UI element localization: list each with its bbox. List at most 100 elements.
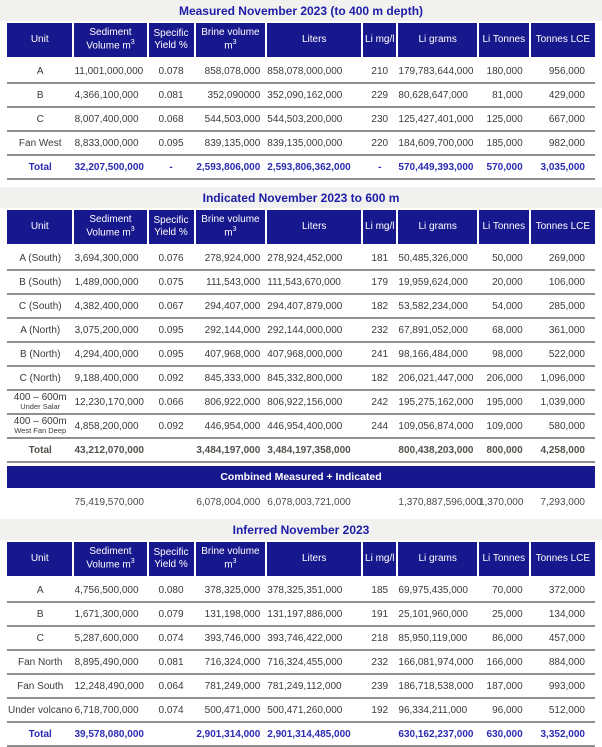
table-cell: 32,207,500,000 xyxy=(73,155,148,180)
table-cell: 0.095 xyxy=(147,342,195,367)
table-cell: 4,382,400,000 xyxy=(73,294,148,319)
col-header-li-tonnes: Li Tonnes xyxy=(476,23,530,60)
table-cell: 956,000 xyxy=(529,58,595,84)
table-row: Fan South 12,248,490,000 0.064 781,249,000 7… xyxy=(7,674,595,699)
col-header-li-tonnes: Li Tonnes xyxy=(476,210,530,247)
header-row: Unit Sediment Volume m3 Specific Yield % B… xyxy=(7,23,595,60)
table-cell: 179,783,644,000 xyxy=(397,58,478,84)
table-cell: Fan North xyxy=(7,650,74,675)
table-cell: 839,135,000,000 xyxy=(266,131,363,156)
table-cell: 544,503,200,000 xyxy=(266,107,363,132)
table-cell: B xyxy=(7,602,74,627)
table-cell: 0.081 xyxy=(147,83,195,108)
header-row: Unit Sediment Volume m3 Specific Yield % B… xyxy=(7,210,595,247)
table-cell: 125,427,401,000 xyxy=(397,107,478,132)
table-cell: 1,671,300,000 xyxy=(73,602,148,627)
table-cell: 8,833,000,000 xyxy=(73,131,148,156)
table-cell: 4,858,200,000 xyxy=(73,414,148,439)
table-cell: 0.066 xyxy=(147,390,195,415)
table-cell: 278,924,000 xyxy=(194,245,267,271)
col-header-tonnes-lce: Tonnes LCE xyxy=(528,542,595,579)
table-cell: 400 – 600m West Fan Deep xyxy=(7,414,74,439)
table-cell: 50,485,326,000 xyxy=(397,245,478,271)
table-row: Total 43,212,070,000 3,484,197,000 3,484,19… xyxy=(7,438,595,463)
table-cell: 218 xyxy=(362,626,398,651)
table-cell: 292,144,000,000 xyxy=(266,318,363,343)
table-cell: 0.092 xyxy=(147,366,195,391)
table-cell: 294,407,000 xyxy=(194,294,267,319)
table-cell: 0.068 xyxy=(147,107,195,132)
table-cell: A xyxy=(7,58,74,84)
measured-table: Unit Sediment Volume m3 Specific Yield % B… xyxy=(7,23,595,180)
table-row: Fan West 8,833,000,000 0.095 839,135,000 839… xyxy=(7,131,595,156)
table-cell: 230 xyxy=(362,107,398,132)
combined-table: 75,419,570,000 6,078,004,000 6,078,003,721… xyxy=(7,488,595,516)
col-header-specific-yield: Specific Yield % xyxy=(146,542,195,579)
table-cell: 7,293,000 xyxy=(540,496,586,508)
table-cell: C (North) xyxy=(7,366,74,391)
table-cell: 184,609,700,000 xyxy=(397,131,478,156)
col-header-specific-yield: Specific Yield % xyxy=(146,210,195,247)
table-cell: 220 xyxy=(362,131,398,156)
table-cell: 242 xyxy=(362,390,398,415)
table-cell: 982,000 xyxy=(529,131,595,156)
table-cell: 6,078,004,000 xyxy=(196,496,261,508)
table-cell: 131,198,000 xyxy=(194,602,267,627)
table-cell xyxy=(148,488,195,516)
unit-sub-label: Under Salar xyxy=(20,402,61,412)
col-header-brine-volume: Brine volume m3 xyxy=(193,210,267,247)
table-cell: 25,101,960,000 xyxy=(397,602,478,627)
table-cell: 0.078 xyxy=(147,58,195,84)
table-cell: 1,039,000 xyxy=(529,390,595,415)
col-header-liters: Liters xyxy=(265,23,363,60)
table-cell: 407,968,000 xyxy=(194,342,267,367)
unit-label: 400 – 600m xyxy=(13,416,67,428)
table-cell: 12,230,170,000 xyxy=(73,390,148,415)
table-cell: Total xyxy=(7,155,74,180)
table-cell: 4,366,100,000 xyxy=(73,83,148,108)
table-cell: 186,718,538,000 xyxy=(397,674,478,699)
inferred-table-wrap: Unit Sediment Volume m3 Specific Yield % B… xyxy=(7,542,595,747)
table-cell: 806,922,000 xyxy=(194,390,267,415)
table-cell: 187,000 xyxy=(477,674,530,699)
table-cell: 3,035,000 xyxy=(529,155,595,180)
col-header-tonnes-lce: Tonnes LCE xyxy=(528,210,595,247)
table-cell: 446,954,000 xyxy=(194,414,267,439)
table-cell: 25,000 xyxy=(477,602,530,627)
table-cell: 0.064 xyxy=(147,674,195,699)
table-row: A 11,001,000,000 0.078 858,078,000 858,078,0… xyxy=(7,58,595,84)
table-cell: 1,489,000,000 xyxy=(73,270,148,295)
table-cell: 0.095 xyxy=(147,131,195,156)
table-row: B 4,366,100,000 0.081 352,090000 352,090,162… xyxy=(7,83,595,108)
table-cell: C (South) xyxy=(7,294,74,319)
table-cell: 839,135,000 xyxy=(194,131,267,156)
table-cell xyxy=(362,488,397,516)
table-cell: 166,000 xyxy=(477,650,530,675)
table-cell: 195,000 xyxy=(477,390,530,415)
table-cell: 352,090000 xyxy=(194,83,267,108)
table-cell: 8,007,400,000 xyxy=(73,107,148,132)
table-cell: 378,325,000 xyxy=(194,577,267,603)
table-cell: 180,000 xyxy=(477,58,530,84)
table-cell: 239 xyxy=(362,674,398,699)
table-cell: 806,922,156,000 xyxy=(266,390,363,415)
table-cell: 11,001,000,000 xyxy=(73,58,148,84)
table-cell: 570,449,393,000 xyxy=(397,155,478,180)
table-cell: B xyxy=(7,83,74,108)
table-cell: 185 xyxy=(362,577,398,603)
table-cell xyxy=(7,488,73,516)
combined-table-wrap: 75,419,570,000 6,078,004,000 6,078,003,721… xyxy=(7,488,595,516)
table-row: A (North) 3,075,200,000 0.095 292,144,000 29… xyxy=(7,318,595,343)
table-cell: 181 xyxy=(362,245,398,271)
table-cell: 8,895,490,000 xyxy=(73,650,148,675)
table-cell: 1,370,000 xyxy=(478,496,524,508)
table-cell: 53,582,234,000 xyxy=(397,294,478,319)
table-cell: 206,021,447,000 xyxy=(397,366,478,391)
table-row: B (North) 4,294,400,000 0.095 407,968,000 40… xyxy=(7,342,595,367)
table-cell: 3,484,197,358,000 xyxy=(266,438,363,463)
table-cell: 378,325,351,000 xyxy=(266,577,363,603)
table-cell: C xyxy=(7,626,74,651)
table-cell: 182 xyxy=(362,366,398,391)
table-cell: 522,000 xyxy=(529,342,595,367)
